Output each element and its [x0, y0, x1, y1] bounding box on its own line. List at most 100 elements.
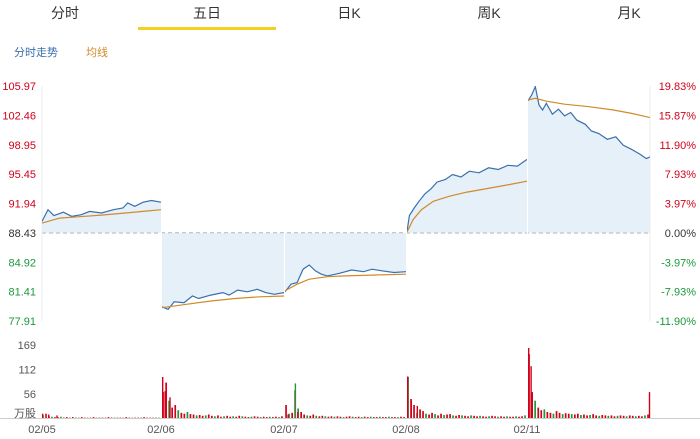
volume-bar: [201, 415, 204, 418]
volume-bar: [177, 410, 180, 418]
y-tick-pct: 11.90%: [660, 140, 697, 152]
volume-bar: [45, 413, 47, 418]
volume-bar: [604, 415, 607, 418]
volume-bar: [641, 416, 643, 418]
volume-bar: [66, 417, 68, 418]
volume-bar: [51, 416, 53, 418]
volume-bar: [345, 416, 348, 418]
tab-five-day[interactable]: 五日: [138, 0, 276, 30]
y-tick-pct: 19.83%: [659, 81, 697, 93]
volume-unit-label: 万股: [14, 407, 36, 420]
volume-bar: [473, 415, 475, 418]
volume-bar: [625, 416, 628, 418]
y-tick-price: 77.91: [8, 316, 36, 328]
volume-bar: [431, 412, 433, 418]
avg-line-02-11: [527, 97, 650, 119]
y-tick-price: 102.46: [2, 110, 36, 122]
volume-bar: [321, 415, 324, 418]
volume-bar: [394, 417, 396, 418]
y-tick-pct: 7.93%: [665, 169, 696, 181]
x-tick-date: 02/07: [270, 424, 298, 436]
volume-bar: [479, 415, 481, 418]
volume-bar: [552, 413, 555, 418]
volume-bar: [500, 416, 502, 418]
volume-bar: [440, 413, 442, 418]
volume-bar: [434, 414, 436, 418]
volume-bar: [561, 414, 564, 418]
volume-bar: [485, 416, 487, 418]
volume-bar: [586, 415, 588, 418]
volume-bar: [534, 400, 536, 418]
volume-bar: [449, 414, 451, 418]
volume-bar: [164, 391, 166, 418]
y-tick-pct: -11.90%: [656, 316, 696, 328]
y-tick-price: 95.45: [8, 169, 36, 181]
volume-bar: [385, 417, 387, 418]
volume-bar: [354, 417, 357, 418]
avg-line-02-07: [284, 273, 407, 292]
volume-bar: [530, 366, 532, 418]
y-tick-pct: 15.87%: [659, 110, 697, 122]
volume-bar: [503, 416, 505, 418]
volume-bar: [598, 415, 601, 418]
volume-bar: [265, 417, 268, 418]
volume-bar: [342, 417, 345, 418]
volume-bar: [452, 415, 454, 418]
volume-bar: [491, 415, 493, 418]
volume-bar: [256, 416, 259, 418]
volume-bar: [391, 417, 393, 418]
volume-bar: [512, 416, 514, 418]
tab-daily-k[interactable]: 日K: [337, 5, 361, 21]
volume-bar: [238, 415, 241, 418]
y-tick-pct: -7.93%: [661, 287, 696, 299]
volume-bar: [622, 415, 625, 418]
volume-bar: [278, 417, 280, 418]
volume-y-tick: 56: [24, 389, 36, 401]
volume-bar: [220, 416, 222, 418]
volume-bar: [318, 416, 321, 418]
volume-bar: [281, 416, 283, 418]
volume-bar: [521, 416, 523, 418]
tab-intraday[interactable]: 分时: [51, 5, 79, 21]
y-tick-pct: -3.97%: [661, 257, 696, 269]
volume-bar: [306, 415, 309, 418]
volume-bar: [601, 415, 604, 418]
volume-bar: [259, 417, 262, 418]
volume-bar: [324, 416, 327, 418]
volume-bar: [268, 416, 271, 418]
volume-bar: [570, 414, 573, 418]
volume-bar: [54, 417, 56, 418]
y-tick-price: 105.97: [2, 81, 36, 93]
volume-bar: [555, 411, 558, 418]
volume-bar: [610, 415, 613, 418]
volume-bar: [619, 415, 622, 418]
volume-bar: [287, 414, 289, 418]
volume-bar: [366, 417, 369, 418]
volume-bar: [416, 405, 418, 418]
volume-bar: [497, 416, 499, 418]
volume-bar: [60, 416, 62, 418]
volume-bar: [589, 415, 591, 418]
volume-bar: [515, 416, 517, 418]
volume-bar: [379, 416, 381, 418]
volume-bar: [92, 417, 95, 418]
volume-bar: [580, 415, 582, 418]
volume-bar: [482, 416, 484, 418]
price-area-02-08: [407, 159, 527, 233]
volume-bar: [518, 416, 520, 418]
volume-bar: [312, 414, 315, 418]
tab-monthly-k[interactable]: 月K: [617, 5, 641, 21]
volume-bar: [369, 416, 372, 418]
tab-weekly-k[interactable]: 周K: [477, 5, 501, 21]
volume-bar: [607, 415, 610, 418]
volume-bar: [309, 415, 312, 418]
volume-bar: [303, 414, 305, 418]
price-line-02-07: [284, 264, 407, 293]
volume-bar: [461, 415, 463, 418]
volume-bar: [360, 417, 363, 418]
x-tick-date: 02/08: [392, 424, 420, 436]
volume-bar: [470, 415, 472, 418]
price-area-02-07: [285, 232, 406, 292]
